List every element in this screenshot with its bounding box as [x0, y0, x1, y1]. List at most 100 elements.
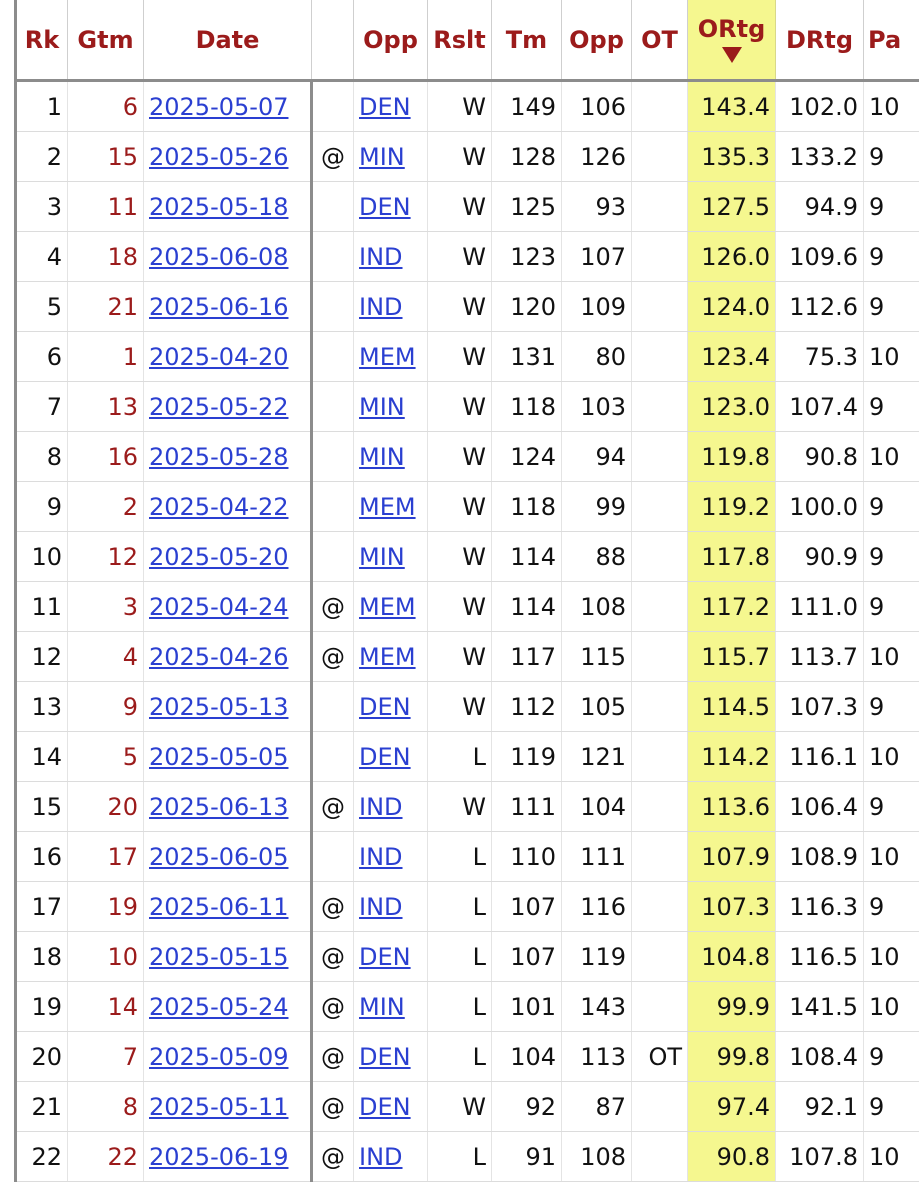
- defensive-rating-cell: 106.4: [775, 781, 864, 832]
- date-link[interactable]: 2025-05-09: [149, 1042, 289, 1071]
- date-link[interactable]: 2025-05-18: [149, 192, 289, 221]
- game-number-cell: 11: [67, 181, 144, 232]
- date-link[interactable]: 2025-04-20: [149, 342, 289, 371]
- header-rk[interactable]: Rk: [14, 0, 68, 82]
- date-link[interactable]: 2025-05-13: [149, 692, 289, 721]
- rank-cell: 9: [14, 481, 68, 532]
- home-away-cell: [311, 281, 354, 332]
- date-link[interactable]: 2025-04-26: [149, 642, 289, 671]
- game-number-cell: 3: [67, 581, 144, 632]
- opponent-link[interactable]: MEM: [359, 642, 416, 671]
- opponent-link[interactable]: MIN: [359, 542, 405, 571]
- team-points-cell: 120: [491, 281, 562, 332]
- date-link[interactable]: 2025-05-11: [149, 1092, 289, 1121]
- date-link[interactable]: 2025-05-28: [149, 442, 289, 471]
- date-link[interactable]: 2025-06-16: [149, 292, 289, 321]
- team-points-cell: 125: [491, 181, 562, 232]
- opponent-link[interactable]: MIN: [359, 992, 405, 1021]
- header-gtm[interactable]: Gtm: [67, 0, 144, 82]
- offensive-rating-cell: 135.3: [687, 131, 776, 182]
- pace-cell: 10: [863, 831, 919, 882]
- opponent-link[interactable]: IND: [359, 792, 403, 821]
- header-home-away[interactable]: [311, 0, 354, 82]
- opponent-link[interactable]: MEM: [359, 342, 416, 371]
- opponent-link[interactable]: IND: [359, 842, 403, 871]
- opponent-cell: MEM: [353, 581, 428, 632]
- offensive-rating-cell: 143.4: [687, 80, 776, 132]
- pace-cell: 10: [863, 331, 919, 382]
- rank-cell: 20: [14, 1031, 68, 1082]
- opponent-link[interactable]: DEN: [359, 742, 411, 771]
- rank-cell: 2: [14, 131, 68, 182]
- opponent-link[interactable]: DEN: [359, 192, 411, 221]
- date-cell: 2025-05-20: [143, 531, 313, 582]
- offensive-rating-cell: 114.2: [687, 731, 776, 782]
- opponent-link[interactable]: MEM: [359, 592, 416, 621]
- defensive-rating-cell: 90.8: [775, 431, 864, 482]
- game-log-table-container: Rk Gtm Date Opp Rslt Tm Opp OT ORtg DRtg…: [14, 0, 919, 1200]
- header-ortg[interactable]: ORtg: [687, 0, 776, 82]
- opponent-link[interactable]: MIN: [359, 392, 405, 421]
- date-link[interactable]: 2025-05-20: [149, 542, 289, 571]
- date-link[interactable]: 2025-06-08: [149, 242, 289, 271]
- game-number-cell: 7: [67, 1031, 144, 1082]
- date-link[interactable]: 2025-05-05: [149, 742, 289, 771]
- table-row: 10 12 2025-05-20 MIN W 114 88 117.8 90.9 9: [14, 531, 919, 582]
- opponent-cell: MEM: [353, 631, 428, 682]
- offensive-rating-cell: 107.9: [687, 831, 776, 882]
- result-cell: W: [427, 1081, 492, 1132]
- opponent-link[interactable]: DEN: [359, 92, 411, 121]
- opponent-cell: MIN: [353, 431, 428, 482]
- table-row: 6 1 2025-04-20 MEM W 131 80 123.4 75.3 10: [14, 331, 919, 382]
- header-drtg[interactable]: DRtg: [775, 0, 864, 82]
- header-pace[interactable]: Pa: [863, 0, 919, 82]
- date-link[interactable]: 2025-05-26: [149, 142, 289, 171]
- opponent-cell: IND: [353, 881, 428, 932]
- opponent-link[interactable]: MEM: [359, 492, 416, 521]
- date-link[interactable]: 2025-04-24: [149, 592, 289, 621]
- home-away-cell: @: [311, 931, 354, 982]
- result-cell: W: [427, 381, 492, 432]
- date-link[interactable]: 2025-05-24: [149, 992, 289, 1021]
- opponent-points-cell: 104: [561, 781, 632, 832]
- pace-cell: 9: [863, 1081, 919, 1132]
- date-link[interactable]: 2025-05-22: [149, 392, 289, 421]
- date-link[interactable]: 2025-06-11: [149, 892, 289, 921]
- header-ot[interactable]: OT: [631, 0, 688, 82]
- opponent-link[interactable]: IND: [359, 892, 403, 921]
- sort-descending-icon: [721, 46, 742, 63]
- rank-cell: 18: [14, 931, 68, 982]
- defensive-rating-cell: 107.4: [775, 381, 864, 432]
- rank-cell: 15: [14, 781, 68, 832]
- opponent-link[interactable]: DEN: [359, 942, 411, 971]
- result-cell: L: [427, 881, 492, 932]
- opponent-link[interactable]: DEN: [359, 1042, 411, 1071]
- header-tm[interactable]: Tm: [491, 0, 562, 82]
- game-number-cell: 18: [67, 231, 144, 282]
- date-link[interactable]: 2025-06-13: [149, 792, 289, 821]
- date-link[interactable]: 2025-06-05: [149, 842, 289, 871]
- header-opp[interactable]: Opp: [353, 0, 428, 82]
- header-opp-points[interactable]: Opp: [561, 0, 632, 82]
- date-link[interactable]: 2025-05-15: [149, 942, 289, 971]
- table-row: 19 14 2025-05-24 @ MIN L 101 143 99.9 141.5 10: [14, 981, 919, 1032]
- header-rslt[interactable]: Rslt: [427, 0, 492, 82]
- opponent-link[interactable]: MIN: [359, 442, 405, 471]
- opponent-link[interactable]: IND: [359, 242, 403, 271]
- offensive-rating-cell: 97.4: [687, 1081, 776, 1132]
- team-points-cell: 123: [491, 231, 562, 282]
- opponent-link[interactable]: IND: [359, 1142, 403, 1171]
- date-cell: 2025-05-15: [143, 931, 313, 982]
- opponent-link[interactable]: MIN: [359, 142, 405, 171]
- opponent-link[interactable]: IND: [359, 292, 403, 321]
- date-link[interactable]: 2025-06-19: [149, 1142, 289, 1171]
- date-link[interactable]: 2025-05-07: [149, 92, 289, 121]
- game-number-cell: 1: [67, 331, 144, 382]
- header-date[interactable]: Date: [143, 0, 312, 82]
- date-cell: 2025-05-28: [143, 431, 313, 482]
- table-row: 17 19 2025-06-11 @ IND L 107 116 107.3 116.3 9: [14, 881, 919, 932]
- date-link[interactable]: 2025-04-22: [149, 492, 289, 521]
- opponent-link[interactable]: DEN: [359, 1092, 411, 1121]
- opponent-link[interactable]: DEN: [359, 692, 411, 721]
- overtime-cell: [631, 631, 688, 682]
